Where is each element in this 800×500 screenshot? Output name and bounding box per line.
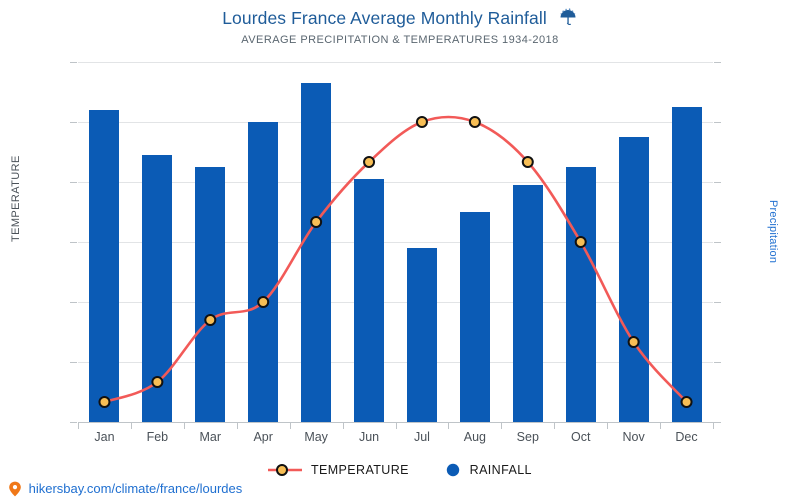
gridline [78, 182, 713, 183]
legend-label-temperature: TEMPERATURE [310, 463, 409, 478]
line-marker-icon [268, 464, 303, 477]
x-axis-tick [448, 422, 450, 429]
y-axis-tick [70, 242, 77, 243]
x-axis-tick [236, 422, 238, 429]
temperature-marker[interactable]: Nov: 13 °C [627, 336, 640, 348]
y2-axis-tick [714, 242, 721, 243]
x-axis-tick [130, 422, 132, 429]
x-axis-month-label: Feb [146, 430, 169, 444]
x-axis-month-label: Jul [413, 430, 430, 444]
x-axis-month-label: Sep [516, 430, 539, 444]
rainfall-bar[interactable] [459, 212, 490, 422]
x-axis-month-label: Oct [570, 430, 591, 444]
source-footer[interactable]: hikersbay.com/climate/france/lourdes [8, 480, 242, 497]
chart-subtitle: AVERAGE PRECIPITATION & TEMPERATURES 193… [241, 34, 559, 46]
rainfall-bar[interactable] [248, 122, 279, 422]
x-axis-month-label: Jan [94, 430, 115, 444]
y2-axis-title: Precipitation [767, 200, 779, 264]
legend-label-rainfall: RAINFALL [469, 463, 532, 478]
temperature-line-series: Jan: 10 °C Feb: 11 °C Mar: 14.1 °C Apr: 15 … [98, 115, 693, 408]
x-axis-month-label: May [304, 430, 328, 444]
temperature-marker[interactable]: Mar: 14.1 °C [204, 314, 217, 326]
source-url: hikersbay.com/climate/france/lourdes [28, 481, 243, 497]
temperature-line [103, 115, 688, 404]
rainfall-bar[interactable] [89, 110, 120, 422]
x-axis-tick [395, 422, 397, 429]
x-axis-tick [78, 422, 79, 429]
legend-item-rainfall[interactable]: RAINFALL [445, 462, 532, 477]
map-pin-icon [9, 481, 21, 496]
rainfall-bar[interactable] [565, 167, 596, 422]
y2-axis-tick [714, 302, 721, 303]
rainfall-bar[interactable] [354, 179, 385, 422]
rainfall-bar[interactable] [406, 248, 437, 422]
rainfall-bar[interactable] [301, 83, 332, 422]
y2-axis-tick [714, 362, 721, 363]
temperature-marker[interactable]: Jan: 10 °C [98, 396, 111, 408]
x-axis-tick [183, 422, 185, 429]
y2-axis-tick [714, 422, 721, 423]
x-axis-tick [554, 422, 556, 429]
y-axis-tick [70, 302, 77, 303]
temperature-marker[interactable]: Jul: 24 °C [415, 116, 428, 128]
umbrella-rain-icon [558, 7, 578, 32]
gridline [78, 62, 713, 63]
x-axis-month-label: Dec [675, 430, 698, 444]
chart-plot-area: 9 °C0 mm12 °C20 mm15 °C40 mm18 °C60 mm21… [70, 62, 721, 423]
page-title: Lourdes France Average Monthly Rainfall [0, 6, 800, 31]
temperature-marker[interactable]: May: 19 °C [310, 216, 323, 228]
x-axis-tick [501, 422, 503, 429]
x-axis-tick [607, 422, 609, 429]
temperature-marker[interactable]: Apr: 15 °C [257, 296, 270, 308]
gridline [78, 362, 713, 363]
y-axis-tick [70, 122, 77, 123]
x-axis-month-label: Apr [253, 430, 273, 444]
chart-legend: TEMPERATURE RAINFALL [0, 462, 800, 477]
gridline [78, 122, 713, 123]
x-axis-month-label: Aug [463, 430, 486, 444]
y-axis-title: TEMPERATURE [10, 155, 22, 242]
x-axis-tick [713, 422, 714, 429]
y-axis-tick [70, 62, 77, 63]
legend-item-temperature[interactable]: TEMPERATURE [268, 462, 409, 477]
y2-axis-tick [714, 182, 721, 183]
temperature-marker[interactable]: Feb: 11 °C [151, 376, 164, 388]
circle-icon [446, 463, 459, 477]
chart-title-text: Lourdes France Average Monthly Rainfall [222, 8, 547, 28]
x-axis-month-label: Jun [358, 430, 380, 444]
gridline [78, 242, 713, 243]
rainfall-bar[interactable] [618, 137, 649, 422]
temperature-marker[interactable]: Aug: 24 °C [468, 116, 481, 128]
temperature-marker[interactable]: Jun: 22 °C [363, 156, 376, 168]
temperature-marker[interactable]: Oct: 18 °C [574, 236, 587, 248]
x-axis-tick [289, 422, 291, 429]
rainfall-bar[interactable] [195, 167, 226, 422]
x-axis-month-label: Mar [199, 430, 222, 444]
temperature-marker[interactable]: Dec: 10 °C [680, 396, 693, 408]
gridline [78, 302, 713, 303]
y-axis-tick [70, 182, 77, 183]
x-axis-tick [342, 422, 344, 429]
temperature-marker[interactable]: Sep: 22 °C [521, 156, 534, 168]
y-axis-tick [70, 422, 77, 423]
x-axis-month-label: Nov [622, 430, 645, 444]
y2-axis-tick [714, 62, 721, 63]
x-axis-tick [660, 422, 662, 429]
y-axis-tick [70, 362, 77, 363]
rainfall-bar[interactable] [671, 107, 702, 422]
y2-axis-tick [714, 122, 721, 123]
rainfall-bar[interactable] [512, 185, 543, 422]
